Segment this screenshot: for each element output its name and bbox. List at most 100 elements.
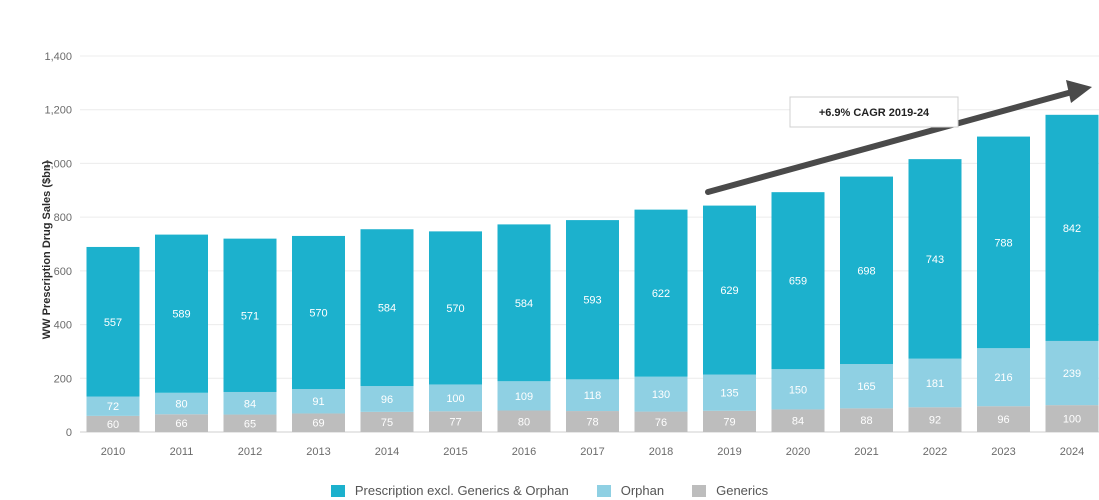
- data-label: 135: [720, 388, 738, 400]
- bar-segment: [497, 224, 551, 382]
- x-tick-label: 2014: [375, 446, 399, 458]
- data-label: 584: [378, 303, 396, 315]
- data-label: 150: [789, 384, 807, 396]
- bar-segment: [840, 408, 893, 432]
- y-tick-label: 1,000: [44, 158, 72, 170]
- data-label: 239: [1063, 368, 1081, 380]
- x-tick-label: 2018: [649, 446, 673, 458]
- x-tick-label: 2015: [443, 446, 467, 458]
- cagr-text: +6.9% CAGR 2019-24: [819, 107, 930, 119]
- y-axis-ticks: 0 200 400 600 800 1,000 1,200 1,400: [44, 51, 72, 439]
- bar-segment: [703, 410, 756, 432]
- bar-segment: [703, 205, 756, 375]
- data-label: 629: [720, 285, 738, 297]
- data-label: 557: [104, 317, 122, 329]
- bar-segment: [155, 414, 208, 432]
- bar-segment: [566, 379, 619, 412]
- bar-segment: [840, 176, 893, 365]
- bar-segment: [223, 238, 277, 392]
- bar-segment: [497, 410, 551, 432]
- cagr-arrow: [705, 89, 1075, 195]
- data-label: 570: [309, 307, 327, 319]
- bar-segment: [223, 414, 277, 432]
- x-tick-label: 2012: [238, 446, 262, 458]
- legend-item-orphan: Orphan: [596, 483, 665, 498]
- legend-item-generics: Generics: [692, 483, 768, 498]
- legend-swatch-prescription: [330, 484, 345, 497]
- bar-segment: [771, 369, 825, 410]
- x-tick-label: 2016: [512, 446, 536, 458]
- data-label: 80: [175, 399, 187, 411]
- data-label: 130: [652, 389, 670, 401]
- data-label: 659: [789, 276, 807, 288]
- data-label: 181: [926, 378, 944, 390]
- bar-segment: [1045, 340, 1099, 406]
- legend-label-orphan: Orphan: [620, 483, 665, 498]
- data-label: 84: [792, 416, 804, 428]
- bar-segment: [360, 411, 414, 432]
- y-tick-label: 600: [54, 266, 72, 278]
- y-tick-label: 800: [54, 212, 72, 224]
- legend: Prescription excl. Generics & Orphan Orp…: [0, 483, 1099, 498]
- bar-segment: [703, 374, 756, 411]
- y-tick-label: 400: [54, 320, 72, 332]
- x-tick-label: 2021: [854, 446, 878, 458]
- bar-segment: [86, 246, 140, 397]
- legend-swatch-generics: [692, 484, 707, 497]
- bar-segment: [223, 391, 277, 415]
- bar-segment: [840, 364, 893, 409]
- bar-segment: [634, 209, 688, 377]
- bar-segment: [771, 409, 825, 432]
- data-label: 80: [518, 416, 530, 428]
- data-label: 91: [312, 396, 324, 408]
- bar-segment: [908, 159, 962, 359]
- bar-segment: [86, 396, 140, 416]
- x-tick-label: 2020: [786, 446, 810, 458]
- data-label: 118: [584, 390, 602, 402]
- bar-segment: [566, 411, 619, 432]
- bar-segment: [977, 406, 1030, 432]
- y-tick-label: 200: [54, 373, 72, 385]
- data-label: 100: [1063, 414, 1081, 426]
- x-axis-ticks: 2010 2011 2012 2013 2014 2015 2016 2017 2018 2019…: [101, 446, 1084, 458]
- data-label: 622: [652, 288, 670, 300]
- data-label: 77: [449, 417, 461, 429]
- data-label: 100: [446, 393, 464, 405]
- bar-segment: [977, 136, 1030, 349]
- bar-segment: [908, 407, 962, 432]
- x-tick-label: 2017: [580, 446, 604, 458]
- y-tick-label: 0: [66, 427, 72, 439]
- bar-segment: [86, 415, 140, 432]
- bar-segment: [908, 358, 962, 408]
- data-label: 743: [926, 254, 944, 266]
- data-label: 96: [381, 394, 393, 406]
- legend-label-prescription: Prescription excl. Generics & Orphan: [354, 483, 569, 498]
- bar-segment: [977, 348, 1030, 407]
- x-tick-label: 2019: [717, 446, 741, 458]
- data-label: 165: [857, 381, 875, 393]
- bar-segment: [429, 384, 482, 412]
- bar-segment: [360, 229, 414, 387]
- legend-swatch-orphan: [596, 484, 611, 497]
- bar-segment: [497, 381, 551, 411]
- stacked-bar-chart: 0 200 400 600 800 1,000 1,200 1,400 WW Prescrip…: [41, 51, 1099, 458]
- x-tick-label: 2011: [170, 446, 194, 458]
- legend-label-generics: Generics: [716, 483, 769, 498]
- data-label: 570: [446, 303, 464, 315]
- data-label: 92: [929, 415, 941, 427]
- data-label: 216: [994, 372, 1012, 384]
- data-label: 571: [241, 310, 259, 322]
- data-label: 76: [655, 417, 667, 429]
- x-tick-label: 2023: [991, 446, 1015, 458]
- x-tick-label: 2022: [923, 446, 947, 458]
- data-label: 75: [381, 417, 393, 429]
- data-label: 69: [312, 418, 324, 430]
- x-tick-label: 2013: [306, 446, 330, 458]
- y-axis-label: WW Prescription Drug Sales ($bn): [41, 160, 53, 339]
- bars: 60 72 557 66 80 589 65 84 571 69 91 570 75 96 584 77 100…: [86, 114, 1099, 432]
- data-label: 109: [515, 391, 533, 403]
- bar-segment: [155, 234, 208, 393]
- data-label: 78: [586, 417, 598, 429]
- bar-segment: [360, 386, 414, 412]
- data-label: 842: [1063, 223, 1081, 235]
